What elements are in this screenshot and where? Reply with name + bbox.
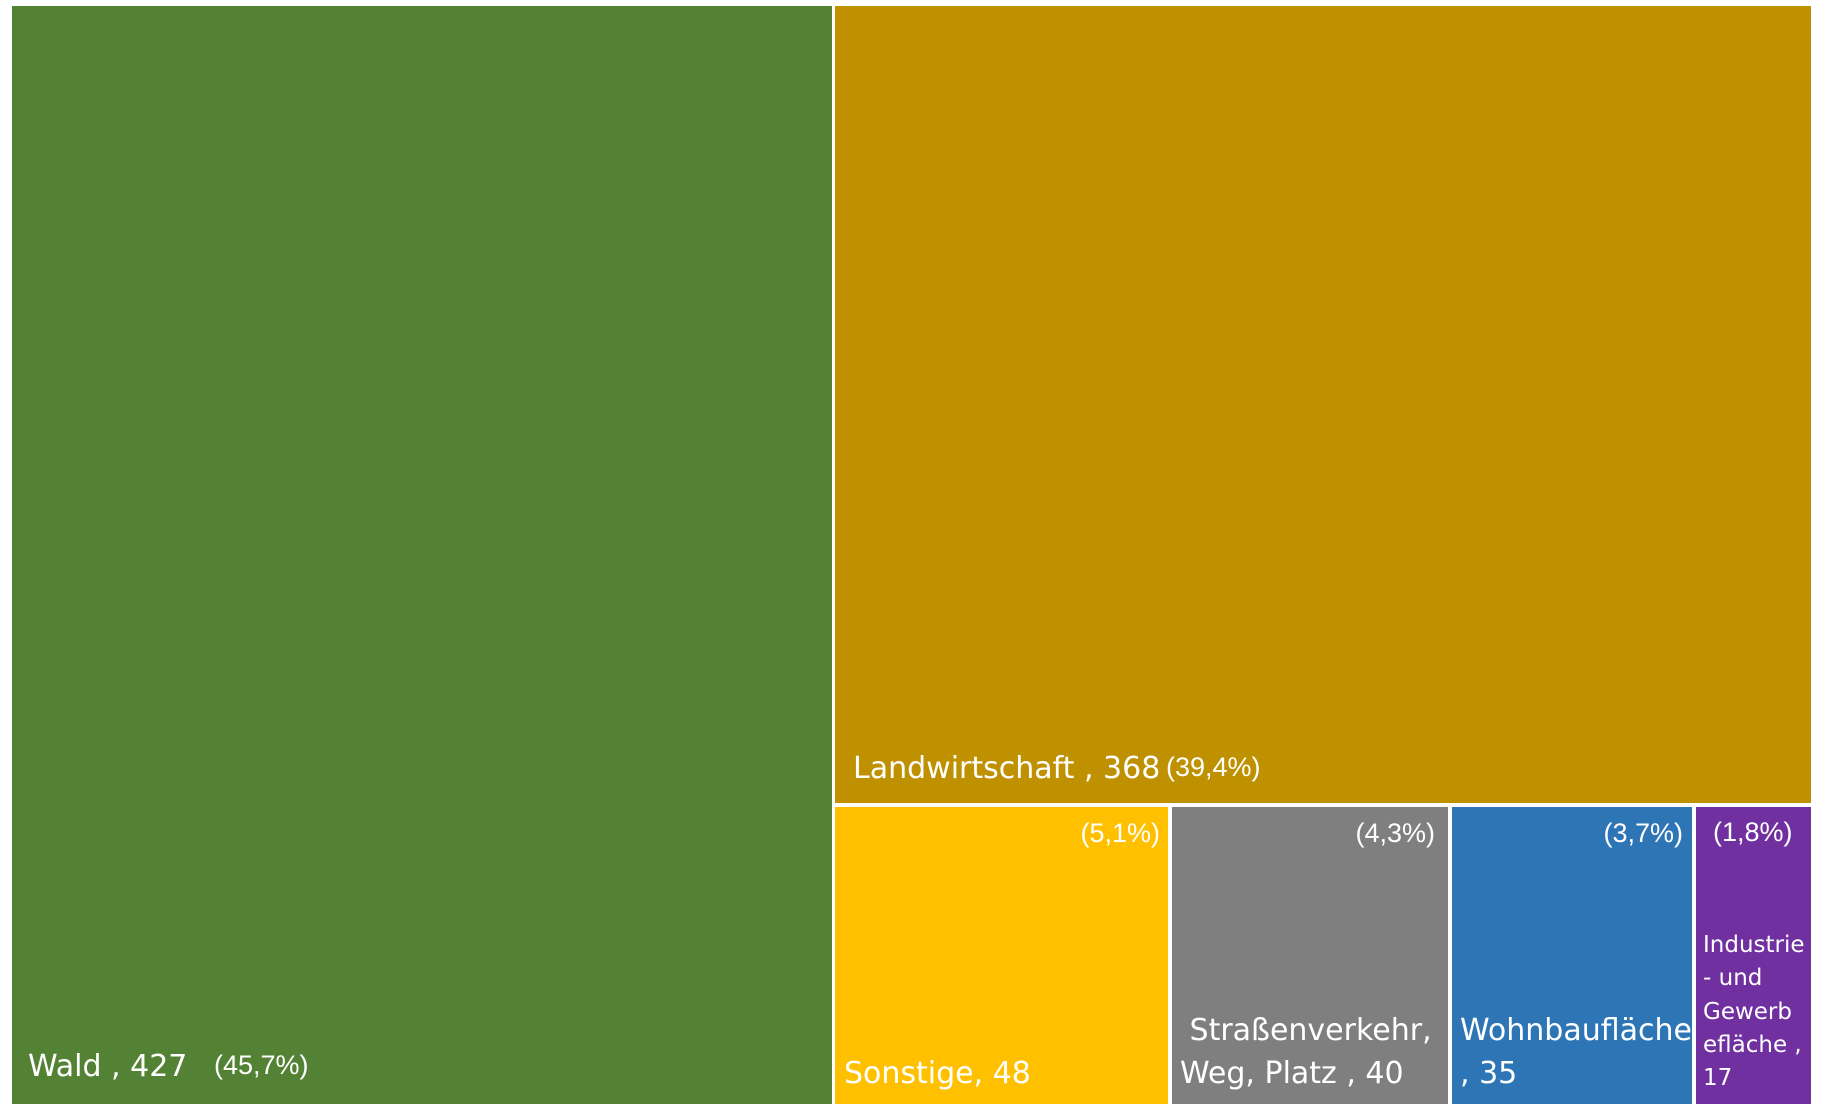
label-industrie-gewerbe: Industrie - und Gewerb efläche , 17 [1703, 929, 1805, 1096]
label-industrie-line2: - und [1703, 965, 1763, 992]
tile-sonstige: (5,1%) Sonstige, 48 [835, 807, 1168, 1104]
label-wohnbauflaeche-line2: , 35 [1460, 1055, 1518, 1091]
percent-strassenverkehr: (4,3%) [1355, 818, 1435, 848]
label-strassenverkehr-line1: Straßenverkehr, [1180, 1012, 1432, 1048]
label-wohnbauflaeche-line1: Wohnbaufläche [1460, 1012, 1692, 1048]
label-industrie-line5: 17 [1703, 1065, 1733, 1092]
label-wald: Wald , 427 [28, 1048, 188, 1084]
label-industrie-line3: Gewerb [1703, 998, 1792, 1025]
tile-wald: Wald , 427 (45,7%) [12, 6, 832, 1104]
percent-wald: (45,7%) [214, 1050, 309, 1080]
percent-wohnbauflaeche: (3,7%) [1603, 818, 1683, 848]
tile-industrie-gewerbe: (1,8%) Industrie - und Gewerb efläche , … [1696, 807, 1811, 1104]
percent-sonstige: (5,1%) [1080, 818, 1160, 848]
label-strassenverkehr-line2: Weg, Platz , 40 [1180, 1055, 1404, 1091]
label-industrie-line4: efläche , [1703, 1032, 1802, 1059]
percent-landwirtschaft: (39,4%) [1166, 752, 1261, 782]
label-landwirtschaft: Landwirtschaft , 368 [853, 750, 1161, 786]
label-industrie-line1: Industrie [1703, 932, 1805, 958]
tile-wohnbauflaeche: (3,7%) Wohnbaufläche , 35 [1452, 807, 1692, 1104]
tile-strassenverkehr: (4,3%) Straßenverkehr, Weg, Platz , 40 [1172, 807, 1448, 1104]
tile-landwirtschaft: Landwirtschaft , 368 (39,4%) [835, 6, 1811, 803]
label-sonstige: Sonstige, 48 [844, 1055, 1031, 1091]
percent-industrie-gewerbe: (1,8%) [1713, 817, 1793, 847]
